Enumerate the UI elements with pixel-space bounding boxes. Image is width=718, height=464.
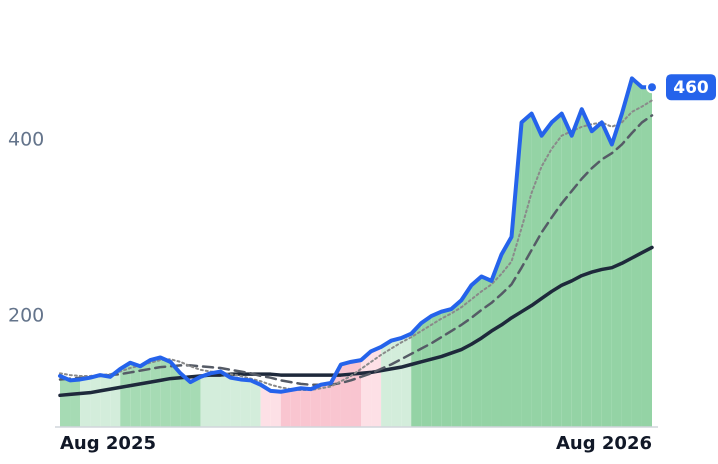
- zone-fill: [160, 357, 171, 427]
- zone-fill: [240, 379, 251, 427]
- zone-fill: [641, 87, 652, 428]
- zone-fill: [401, 333, 412, 427]
- zone-fill: [371, 346, 382, 427]
- zone-fill: [100, 375, 111, 427]
- zone-fill: [230, 377, 241, 427]
- zone-fill: [631, 78, 642, 427]
- zone-fill: [220, 371, 231, 427]
- zone-fill: [571, 109, 582, 428]
- zone-fill: [431, 311, 442, 427]
- zone-fill: [70, 379, 81, 427]
- zone-fill: [190, 376, 201, 427]
- y-tick-label: 200: [8, 305, 44, 327]
- zone-fill: [531, 113, 542, 427]
- zone-fill: [511, 122, 522, 427]
- zone-fill: [180, 373, 191, 427]
- series-line: [59, 99, 653, 392]
- zone-fill: [300, 388, 311, 427]
- zone-fill: [340, 361, 351, 427]
- zone-fill: [561, 113, 572, 427]
- zone-fill: [130, 362, 141, 427]
- zone-fill: [391, 338, 402, 427]
- zone-fill: [310, 384, 321, 427]
- zone-fill: [120, 362, 131, 427]
- zone-fill: [411, 323, 422, 427]
- last-point: [646, 81, 658, 94]
- zone-fill: [270, 390, 281, 427]
- zone-fill: [621, 78, 632, 427]
- zone-fill: [601, 122, 612, 427]
- zone-fill: [210, 371, 221, 427]
- zone-fill: [381, 340, 392, 427]
- zone-fill: [581, 109, 592, 428]
- zone-fill: [320, 382, 331, 427]
- zone-fill: [290, 388, 301, 427]
- series-line: [58, 114, 654, 386]
- zone-fill: [471, 276, 482, 427]
- y-tick-label: 400: [8, 129, 44, 151]
- zone-fill: [501, 236, 512, 427]
- price-badge-label: 460: [673, 78, 709, 98]
- x-tick-label: Aug 2025: [60, 433, 156, 454]
- zone-fill: [611, 113, 622, 427]
- series-line: [58, 245, 654, 398]
- x-tick-label: Aug 2026: [556, 433, 652, 454]
- zone-fill: [350, 360, 362, 427]
- zone-fill: [551, 113, 562, 427]
- zone-fill: [441, 309, 452, 427]
- price-badge: [666, 74, 716, 101]
- zone-fill: [361, 351, 372, 427]
- series-line: [58, 76, 654, 394]
- zone-fill: [591, 122, 602, 427]
- zone-fill: [250, 380, 261, 427]
- zone-fill: [451, 300, 462, 427]
- zone-fill: [280, 390, 291, 427]
- zone-fill: [541, 122, 552, 427]
- zone-fill: [521, 113, 532, 427]
- zone-fill: [260, 384, 271, 427]
- zone-fill: [200, 373, 211, 427]
- zone-fill: [150, 357, 161, 427]
- zone-fill: [60, 375, 71, 427]
- zone-fill: [140, 360, 151, 427]
- zone-fill: [90, 375, 101, 427]
- zone-fill: [481, 276, 492, 427]
- zone-fill: [421, 316, 432, 427]
- zone-fill: [110, 368, 121, 427]
- zone-fill: [80, 377, 91, 427]
